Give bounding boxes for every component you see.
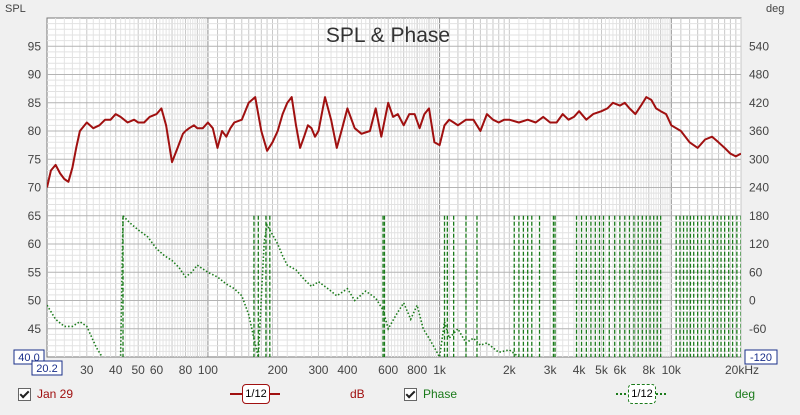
spl-legend-item[interactable]: Jan 29: [18, 387, 73, 401]
x-tick-label: 40: [109, 363, 123, 377]
phase-visible-checkbox[interactable]: [404, 387, 417, 401]
y2-tick-label: 180: [749, 209, 769, 223]
y2-bottom-label-box[interactable]: [744, 349, 778, 365]
x-tick-label: 1k: [433, 363, 447, 377]
x-start-label: 20.2: [36, 363, 57, 375]
y-tick-label: 70: [28, 181, 42, 195]
x-tick-label: 30: [80, 363, 94, 377]
y-tick-label: 75: [28, 152, 42, 166]
y2-tick-label: 120: [749, 237, 769, 251]
x-tick-label: 60: [150, 363, 164, 377]
phase-unit-label: deg: [735, 387, 756, 401]
y2-tick-label: 540: [749, 39, 769, 53]
x-tick-label: 8k: [642, 363, 656, 377]
spl-visible-checkbox[interactable]: [18, 387, 31, 401]
phase-unit-item: deg: [735, 387, 755, 401]
x-tick-label: 3k: [544, 363, 558, 377]
x-tick-label: 80: [179, 363, 193, 377]
phase-smoothing-button[interactable]: 1/12: [628, 384, 656, 404]
x-tick-label: 200: [268, 363, 288, 377]
legend-bar: Jan 29 1/12 dB Phase 1/12 deg: [0, 380, 800, 415]
x-tick-label: 2k: [503, 363, 517, 377]
x-tick-label: 4k: [573, 363, 587, 377]
y2-tick-label: 420: [749, 96, 769, 110]
y2-tick-label: 60: [749, 265, 763, 279]
y2-axis-title: deg: [766, 3, 784, 15]
x-tick-label: 800: [407, 363, 427, 377]
spl-smoothing-button[interactable]: 1/12: [242, 384, 270, 404]
y-tick-label: 55: [28, 265, 42, 279]
y-tick-label: 85: [28, 96, 42, 110]
y-tick-label: 60: [28, 237, 42, 251]
y-axis-title: SPL: [5, 3, 26, 15]
y-tick-label: 80: [28, 124, 42, 138]
y2-tick-label: -60: [749, 322, 767, 336]
spl-series-name: Jan 29: [37, 387, 74, 401]
x-tick-label: 5k: [595, 363, 609, 377]
x-start-label-box[interactable]: [31, 360, 63, 376]
y2-tick-label: 240: [749, 181, 769, 195]
y2-tick-label: 300: [749, 152, 769, 166]
x-tick-label: 10k: [662, 363, 682, 377]
x-tick-label: 100: [198, 363, 218, 377]
spl-unit-item: dB: [350, 387, 365, 401]
y2-tick-label: 0: [749, 294, 756, 308]
y2-tick-label: 360: [749, 124, 769, 138]
spl-series-line: [47, 96, 741, 188]
y2-tick-label: 480: [749, 68, 769, 82]
chart-area: 45 50 55 60 65 70 75 80 85 90 95 -60 0 60 120 180 240 300…: [0, 0, 800, 380]
y-tick-label: 65: [28, 209, 42, 223]
x-tick-label: 400: [337, 363, 357, 377]
phase-series-name: Phase: [423, 387, 458, 401]
y-tick-label: 90: [28, 68, 42, 82]
y2-bottom-label: -120: [750, 352, 772, 364]
x-tick-label: 6k: [614, 363, 628, 377]
spl-phase-chart[interactable]: 45 50 55 60 65 70 75 80 85 90 95 -60 0 60 120 180 240 300…: [0, 0, 800, 380]
x-tick-label: 300: [308, 363, 328, 377]
y-tick-label: 50: [28, 294, 42, 308]
x-tick-label: 20kHz: [725, 363, 759, 377]
chart-title: SPL & Phase: [326, 24, 450, 47]
spl-unit-label: dB: [350, 387, 365, 401]
x-tick-label: 50: [132, 363, 146, 377]
phase-series-line: [47, 213, 522, 357]
y-tick-label: 95: [28, 39, 42, 53]
x-tick-label: 600: [378, 363, 398, 377]
phase-legend-item[interactable]: Phase: [404, 387, 457, 401]
y-tick-label: 45: [28, 322, 42, 336]
